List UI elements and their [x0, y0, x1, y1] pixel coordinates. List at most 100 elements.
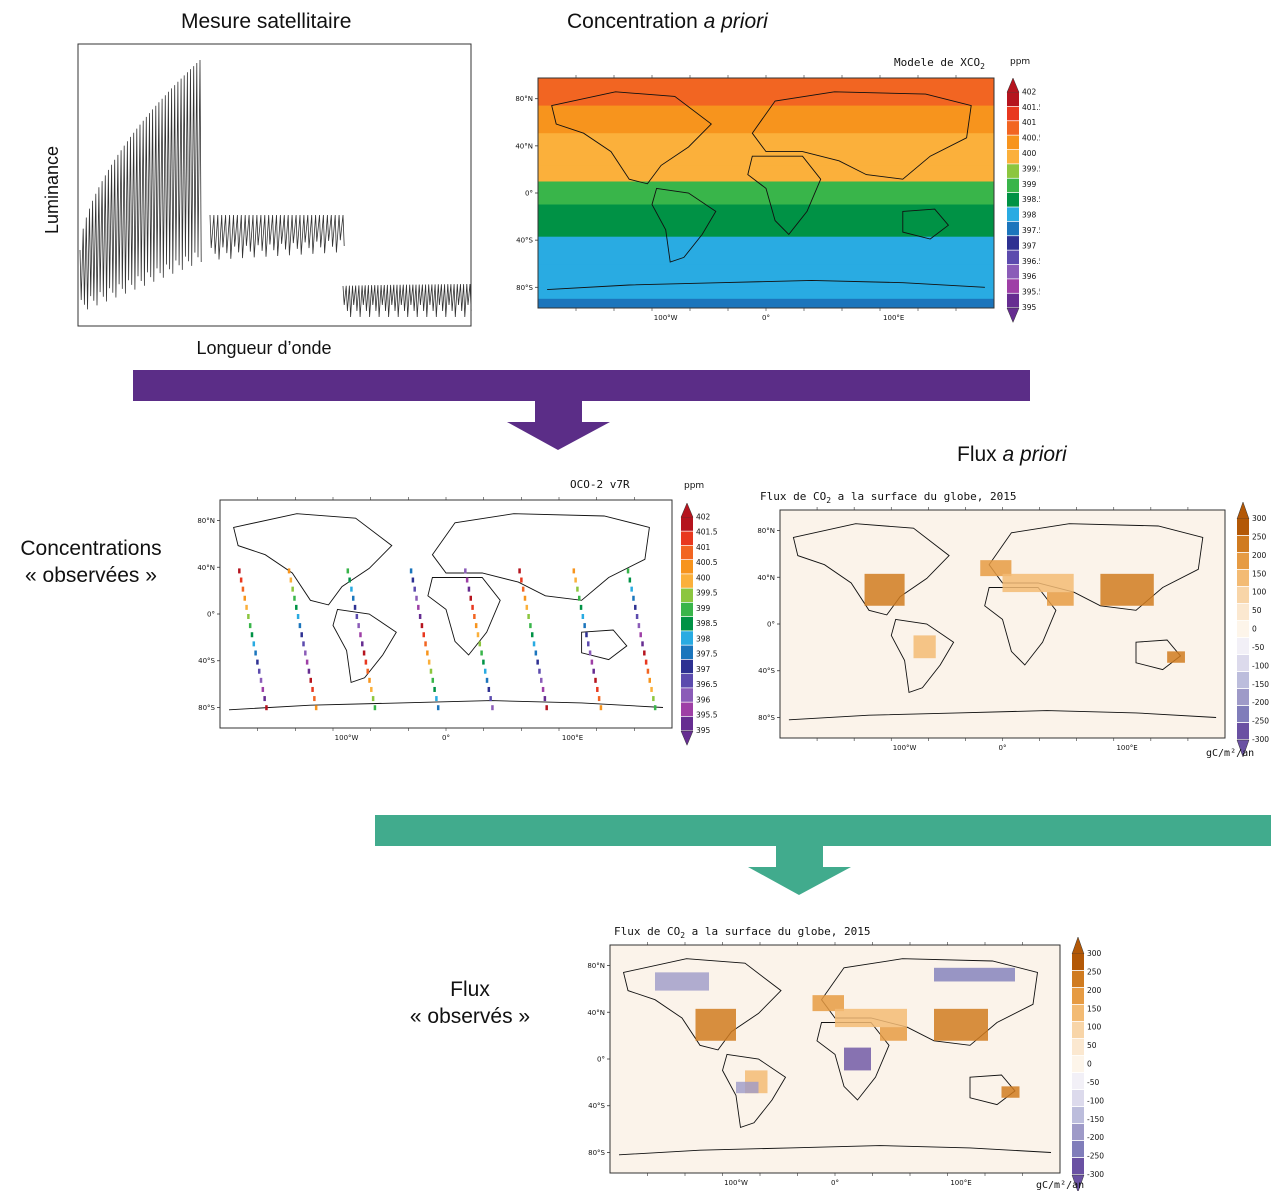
colorbar-segment	[1237, 519, 1249, 536]
oco2-sounding	[257, 668, 261, 674]
colorbar-arrow-bottom	[1071, 1174, 1085, 1191]
colorbar-segment	[1237, 570, 1249, 587]
oco2-sounding	[525, 604, 529, 610]
oco2-sounding	[353, 604, 357, 610]
oco2-sounding	[298, 623, 302, 629]
colorbar-label: -50	[1087, 1078, 1099, 1087]
colorbar-label: 401	[696, 543, 711, 552]
colorbar-segment	[681, 716, 693, 731]
colorbar-segment	[1072, 954, 1084, 971]
oco2-sounding	[545, 705, 548, 711]
coastline	[431, 513, 650, 601]
oco2-sounding	[426, 650, 429, 656]
colorbar-label: 200	[1087, 986, 1102, 995]
colorbar-segment	[681, 659, 693, 674]
oco2-sounding	[594, 677, 597, 683]
colorbar-arrow-bottom	[1236, 739, 1250, 758]
prior-flux-map: Flux de CO2 a la surface du globe, 2015 …	[757, 490, 1269, 759]
oco2-sounding	[357, 623, 360, 629]
colorbar-label: 300	[1252, 514, 1267, 523]
oco2-sounding	[355, 614, 359, 619]
oco2-sounding	[239, 577, 243, 583]
lon-label: 100°E	[1116, 744, 1137, 752]
colorbar-label: 100	[1252, 588, 1267, 597]
lat-label: 0°	[597, 1056, 605, 1064]
lon-label: 0°	[762, 314, 770, 322]
lat-label: 80°N	[757, 527, 775, 535]
oco2-sounding	[648, 677, 651, 683]
map-title: Modele de XCO	[894, 56, 980, 69]
oco2-sounding	[467, 586, 471, 592]
oco2-sounding	[250, 632, 254, 638]
colorbar-arrow-top	[1071, 936, 1085, 955]
flux-source-region	[835, 1008, 907, 1028]
oco2-sounding	[243, 595, 247, 601]
flux-source-region	[812, 995, 844, 1012]
lon-label: 100°E	[562, 734, 583, 742]
colorbar-label: 401.5	[1022, 103, 1040, 112]
oco2-sounding	[427, 659, 431, 665]
colorbar-segment	[681, 602, 693, 617]
oco2-sounding	[245, 604, 248, 610]
colorbar-label: 50	[1252, 606, 1262, 615]
oco2-sounding	[478, 641, 482, 647]
colorbar-label: 399	[1022, 180, 1037, 189]
svg-text:Flux de CO2 a la surface du gl: Flux de CO2 a la surface du globe, 2015	[760, 490, 1017, 505]
oco2-sounding	[241, 586, 245, 592]
oco2-sounding	[261, 686, 265, 692]
colorbar-label: 0	[1087, 1060, 1092, 1069]
colorbar-segment	[1237, 604, 1249, 621]
green-arrow	[375, 815, 1271, 895]
oco2-sounding	[364, 659, 368, 665]
colorbar-label: 398	[1022, 211, 1037, 220]
colorbar-segment	[681, 631, 693, 645]
oco2-sounding	[541, 686, 545, 692]
oco2-sounding	[291, 586, 294, 592]
oco2-sounding	[265, 705, 268, 711]
colorbar-segment	[1007, 193, 1019, 207]
flux-sink-region	[655, 972, 709, 991]
oco2-sounding	[577, 595, 581, 601]
coastline	[816, 1022, 890, 1101]
oco2-sounding	[585, 632, 588, 638]
flux-source-region	[1047, 592, 1074, 606]
lat-label: 80°S	[198, 704, 215, 712]
colorbar-segment	[681, 702, 693, 717]
oco2-sounding	[429, 668, 433, 674]
flux-source-region	[1167, 651, 1185, 663]
oco2-sounding	[626, 568, 630, 574]
colorbar-segment	[681, 588, 693, 603]
oco2-sounding	[464, 568, 467, 574]
colorbar-label: 396.5	[1022, 257, 1040, 266]
colorbar-label: 396	[1022, 272, 1037, 281]
map-frame	[779, 509, 1226, 739]
colorbar-label: 395.5	[1022, 288, 1040, 297]
oco2-sounding	[630, 586, 633, 592]
oco2-sounding	[650, 686, 653, 692]
svg-text:gC/m²/an: gC/m²/an	[1036, 1180, 1084, 1191]
oco2-sounding	[433, 686, 436, 692]
lat-label: 80°S	[516, 284, 533, 292]
coastline	[722, 1053, 787, 1129]
oco2-sounding	[307, 668, 311, 674]
oco2-sounding	[370, 686, 373, 692]
oco2-sounding	[436, 705, 440, 711]
colorbar-segment	[1072, 1073, 1084, 1090]
colorbar-segment	[681, 560, 693, 574]
oco2-sounding	[368, 677, 371, 683]
oco2-sounding	[485, 677, 489, 683]
colorbar-label: 397	[696, 665, 711, 674]
oco2-sounding	[597, 696, 601, 702]
colorbar-label: 50	[1087, 1041, 1097, 1050]
colorbar-segment	[1237, 672, 1249, 689]
observed-flux-label: Flux « observés »	[409, 978, 531, 1028]
lon-label: 0°	[831, 1179, 839, 1187]
concentration-band	[538, 236, 994, 265]
oco2-sounding	[411, 577, 415, 583]
oco2-sounding	[254, 650, 257, 656]
oco2-sounding	[527, 614, 530, 619]
flux-source-region	[913, 635, 936, 659]
oco2-sounding	[590, 659, 594, 665]
oco2-sounding	[635, 614, 639, 619]
colorbar-label: 399.5	[696, 589, 718, 598]
